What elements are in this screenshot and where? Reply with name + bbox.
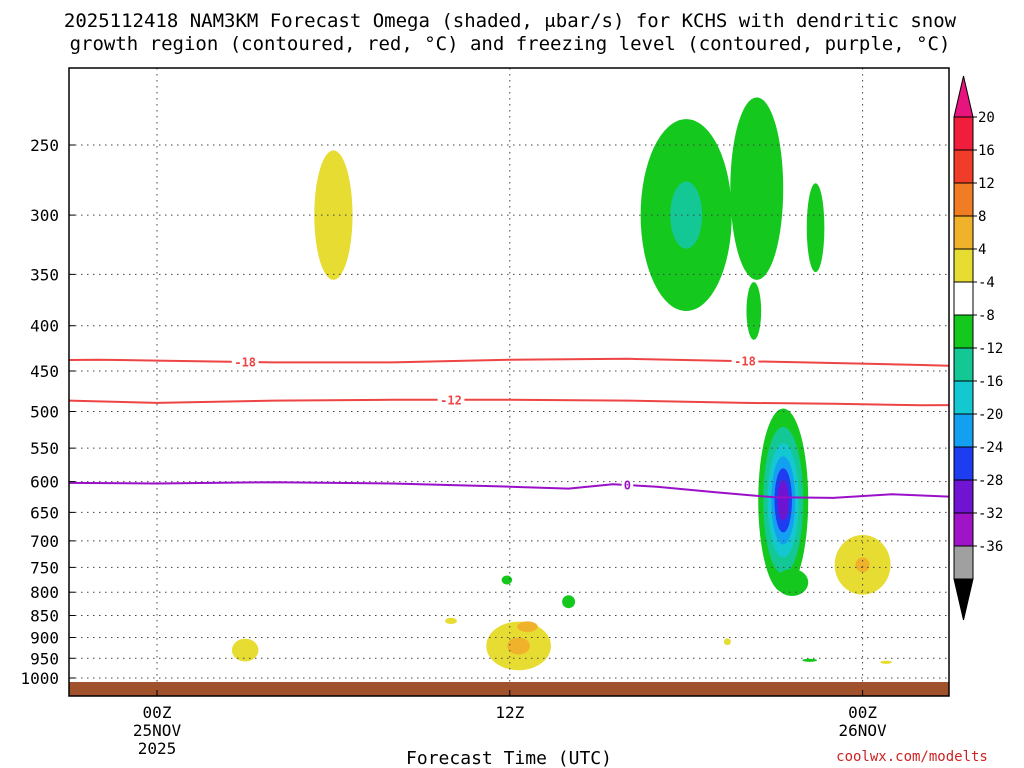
omega-cell-13-level-0	[501, 575, 513, 585]
colorbar-level-12	[953, 512, 974, 547]
colorbar-level-3	[953, 215, 974, 250]
contour-label--18-0: -18	[234, 355, 256, 369]
contour-line-0	[69, 481, 949, 499]
omega-cell-10-level-1	[507, 637, 530, 655]
omega-cell-5-level-0	[723, 638, 731, 646]
colorbar-over-arrow	[953, 75, 974, 118]
contour-label--18-1: -18	[734, 355, 756, 369]
plot-area	[69, 68, 949, 696]
omega-shading	[231, 97, 892, 671]
plot-frame	[68, 67, 950, 697]
colorbar-label-5: -4	[978, 275, 995, 291]
omega-cell-7-level-0	[775, 568, 809, 597]
y-tick-label-850: 850	[30, 607, 59, 626]
colorbar-level-13	[953, 545, 974, 580]
colorbar-label-9: -20	[978, 407, 1003, 423]
colorbar-level-6	[953, 314, 974, 349]
omega-cell-14-level-0	[445, 617, 457, 625]
colorbar-level-2	[953, 182, 974, 217]
contour-line--18	[69, 357, 949, 367]
y-tick-label-500: 500	[30, 403, 59, 422]
y-tick-label-650: 650	[30, 503, 59, 522]
colorbar-level-4	[953, 248, 974, 283]
y-tick-label-950: 950	[30, 649, 59, 668]
chart-title-line-2: growth region (contoured, red, °C) and f…	[70, 33, 951, 55]
omega-cell-4-level-0	[746, 282, 762, 340]
y-tick-label-600: 600	[30, 473, 59, 492]
ground-terrain	[69, 682, 949, 696]
omega-cell-15-level-0	[802, 658, 818, 662]
x-tick-label-12: 12Z	[495, 703, 524, 722]
contour-line--12	[69, 398, 949, 407]
y-tick-label-450: 450	[30, 362, 59, 381]
x-tick-label-24: 00Z	[848, 703, 877, 722]
colorbar-label-2: 12	[978, 176, 995, 192]
colorbar-label-6: -8	[978, 308, 995, 324]
y-tick-label-250: 250	[30, 136, 59, 155]
omega-cell-2-level-0	[730, 97, 784, 280]
contour-label-bg--18-0	[231, 354, 259, 369]
omega-cell-9-level-0	[231, 638, 259, 662]
colorbar-level-1	[953, 149, 974, 184]
colorbar-level-0	[953, 116, 974, 151]
y-tick-label-350: 350	[30, 265, 59, 284]
chart-title-line-1: 2025112418 NAM3KM Forecast Omega (shaded…	[64, 10, 957, 32]
colorbar-under-arrow	[953, 578, 974, 621]
y-tick-label-700: 700	[30, 532, 59, 551]
omega-cell-12-level-0	[562, 595, 576, 609]
omega-cell-1-level-1	[670, 181, 703, 249]
colorbar-label-4: 4	[978, 242, 986, 258]
colorbar-level-7	[953, 347, 974, 382]
contour-label--12-0: -12	[440, 393, 462, 407]
x-tick-label-0: 00Z	[143, 703, 172, 722]
y-tick-label-400: 400	[30, 317, 59, 336]
colorbar-label-0: 20	[978, 110, 995, 126]
colorbar-label-10: -24	[978, 440, 1003, 456]
contour-label-bg--12-0	[437, 392, 465, 407]
colorbar-label-7: -12	[978, 341, 1003, 357]
credit-text: coolwx.com/modelts	[836, 749, 988, 765]
colorbar-label-8: -16	[978, 374, 1003, 390]
time-axis: 00Z25NOV202512Z00Z26NOV12Z00Z27NOV	[133, 690, 888, 758]
contour-label-bg--18-1	[731, 354, 759, 369]
colorbar-label-12: -32	[978, 506, 1003, 522]
colorbar-level-11	[953, 479, 974, 514]
x-tick-day-0: 25NOV	[133, 721, 182, 740]
pressure-axis: 250 300 350 400 450 500 550 600 650 700 750 800 850 9…	[20, 136, 75, 688]
colorbar-legend: 20 16 12 8 4 -4 -8 -12 -16 -20 -24 -28 -32 -36	[953, 75, 1003, 621]
colorbar-level-8	[953, 380, 974, 415]
contour-label-0-1: 0	[624, 479, 631, 493]
y-tick-label-1000: 1000	[20, 669, 59, 688]
omega-cell-8-level-1	[855, 557, 870, 573]
omega-cell-6-level-5	[777, 480, 789, 521]
y-tick-label-550: 550	[30, 439, 59, 458]
x-tick-day-24: 26NOV	[839, 721, 888, 740]
contour-label-bg-0-1	[621, 478, 634, 493]
omega-cell-3-level-0	[806, 183, 825, 273]
y-tick-label-900: 900	[30, 628, 59, 647]
y-tick-label-300: 300	[30, 206, 59, 225]
x-axis-label: Forecast Time (UTC)	[406, 748, 612, 768]
colorbar-label-1: 16	[978, 143, 995, 159]
colorbar-level-9	[953, 413, 974, 448]
colorbar-level-10	[953, 446, 974, 481]
omega-cell-16-level-0	[880, 660, 892, 664]
colorbar-level-5	[953, 281, 974, 316]
grid-lines	[69, 68, 949, 696]
y-tick-label-800: 800	[30, 583, 59, 602]
y-tick-label-750: 750	[30, 558, 59, 577]
temperature-contours: -18-18-18-12-12-12000	[69, 354, 949, 499]
omega-cell-11-level-0	[517, 621, 538, 632]
colorbar-label-13: -36	[978, 539, 1003, 555]
colorbar-label-3: 8	[978, 209, 986, 225]
x-tick-year-0: 2025	[138, 739, 177, 758]
colorbar-label-11: -28	[978, 473, 1003, 489]
